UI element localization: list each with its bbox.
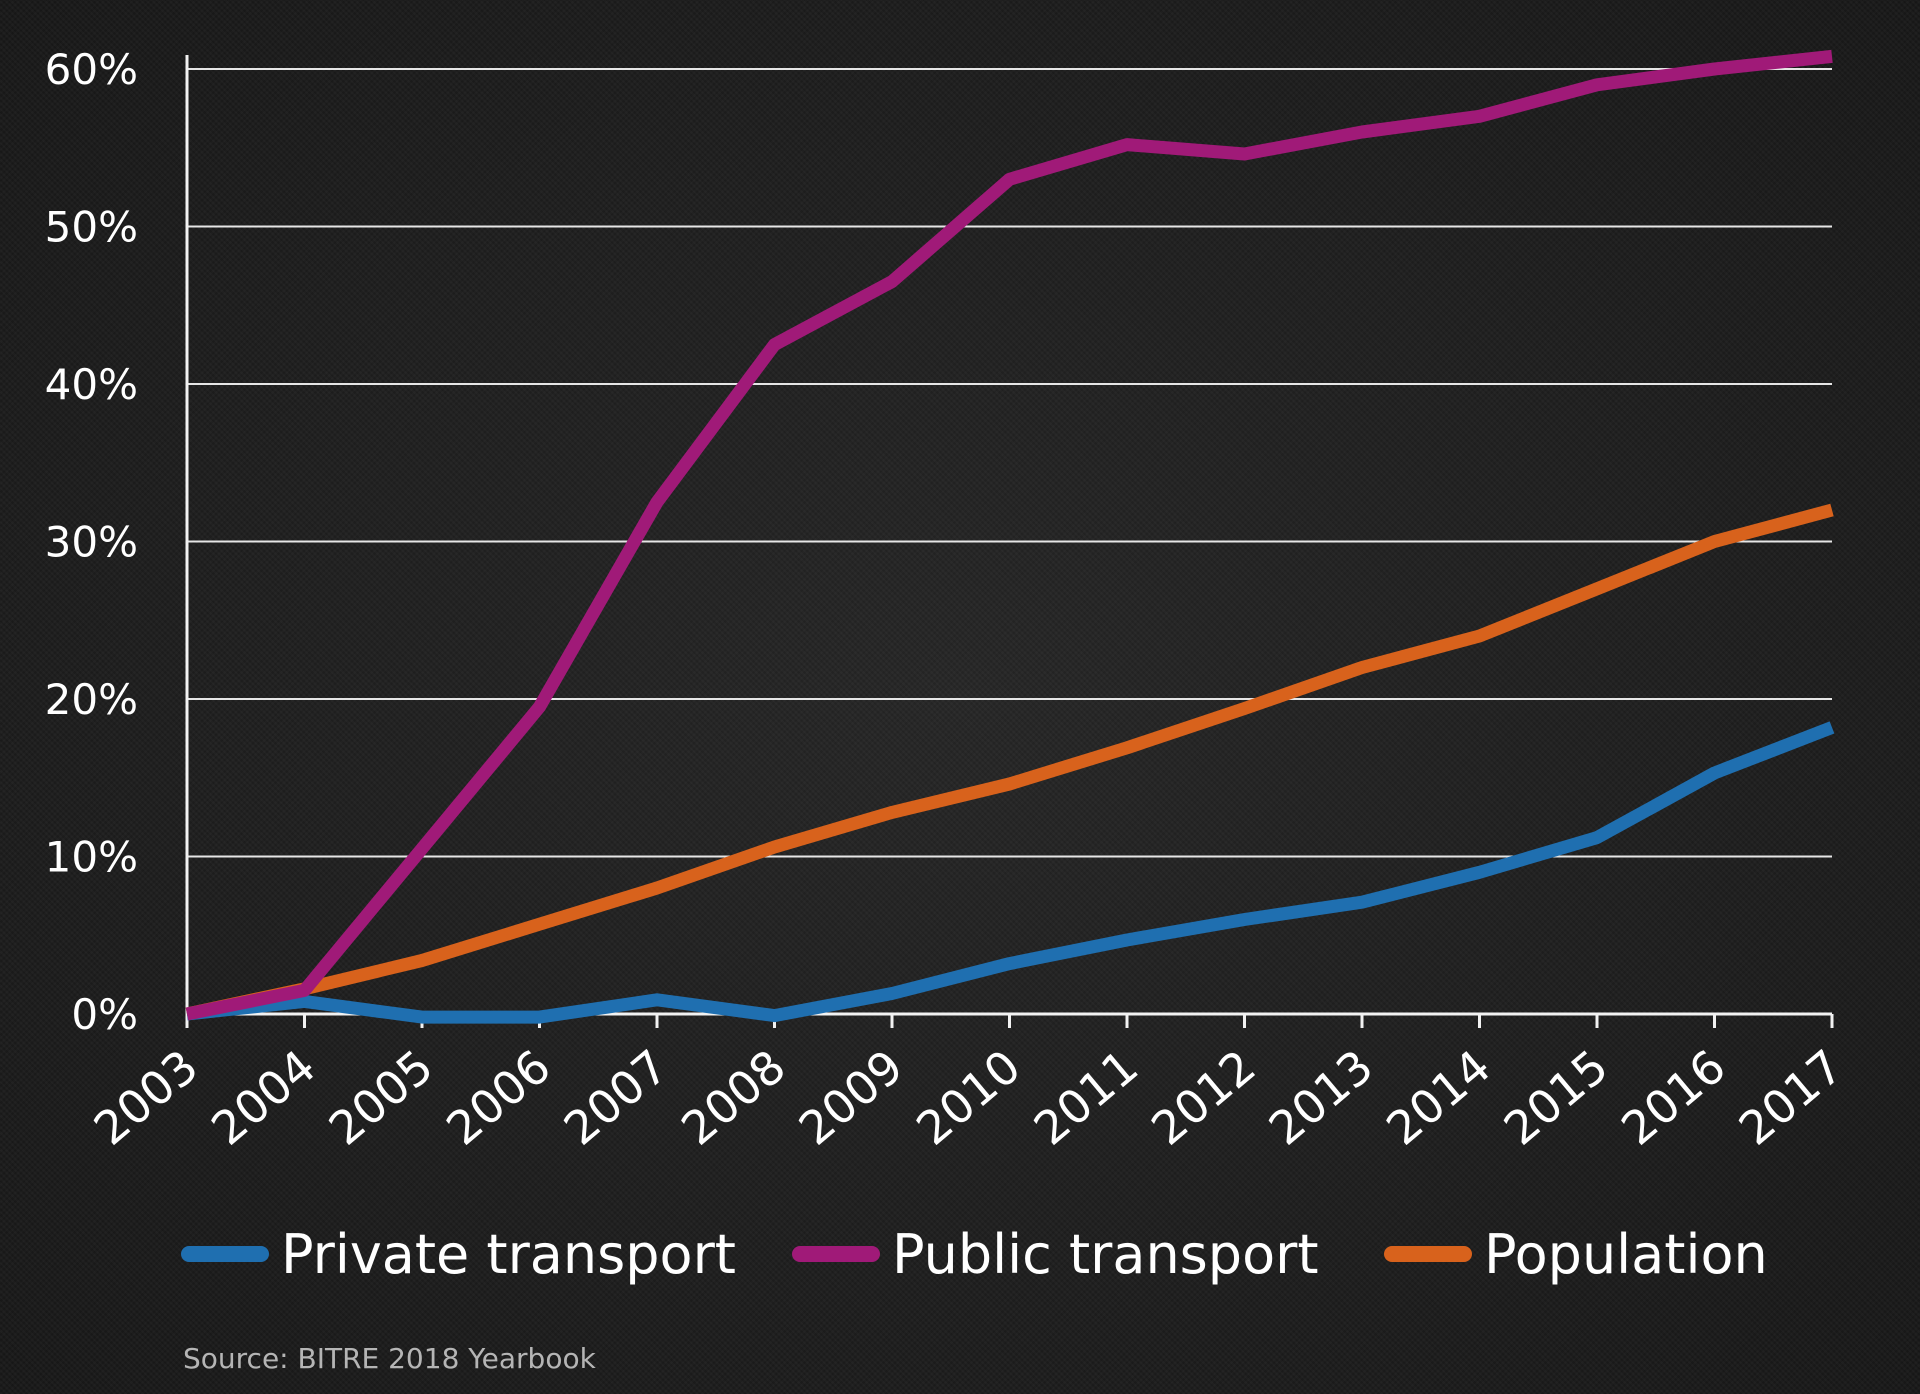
legend: Private transport Public transport Populat… [181, 1223, 1768, 1286]
legend-label-population: Population [1484, 1223, 1768, 1286]
x-tick-label: 2011 [1024, 1039, 1148, 1156]
series-line-private-transport [186, 721, 1835, 1024]
y-tick-label: 50% [45, 203, 138, 252]
x-tick-label: 2010 [906, 1039, 1030, 1156]
legend-label-public-transport: Public transport [892, 1223, 1319, 1286]
x-tick-label: 2013 [1259, 1039, 1383, 1156]
x-tick-label: 2017 [1729, 1039, 1853, 1156]
y-tick-label: 10% [45, 833, 138, 882]
x-axis-tick-labels: 2003200420052006200720082009201020112012… [84, 1039, 1853, 1156]
x-tick-label: 2014 [1376, 1039, 1500, 1156]
series-line-public-transport [185, 49, 1833, 1021]
x-tick-label: 2015 [1494, 1039, 1618, 1156]
x-tick-label: 2012 [1141, 1039, 1265, 1156]
y-tick-label: 40% [45, 360, 138, 409]
x-tick-label: 2005 [319, 1039, 443, 1156]
source-note: Source: BITRE 2018 Yearbook [183, 1342, 597, 1375]
y-tick-label: 30% [45, 518, 138, 567]
y-tick-label: 20% [45, 675, 138, 724]
y-axis-tick-labels: 0% 10% 20% 30% 40% 50% 60% [45, 45, 138, 1039]
y-tick-label: 60% [45, 45, 138, 94]
x-tick-label: 2003 [84, 1039, 208, 1156]
x-tick-label: 2016 [1611, 1039, 1735, 1156]
y-tick-label: 0% [71, 990, 138, 1039]
series-line-population [185, 503, 1834, 1021]
series-lines [185, 49, 1835, 1024]
x-tick-label: 2006 [436, 1039, 560, 1156]
x-tick-label: 2008 [671, 1039, 795, 1156]
x-tick-label: 2004 [201, 1039, 325, 1156]
x-tick-label: 2007 [554, 1039, 678, 1156]
gridlines [187, 68, 1832, 858]
x-tick-label: 2009 [789, 1039, 913, 1156]
legend-label-private-transport: Private transport [281, 1223, 736, 1286]
